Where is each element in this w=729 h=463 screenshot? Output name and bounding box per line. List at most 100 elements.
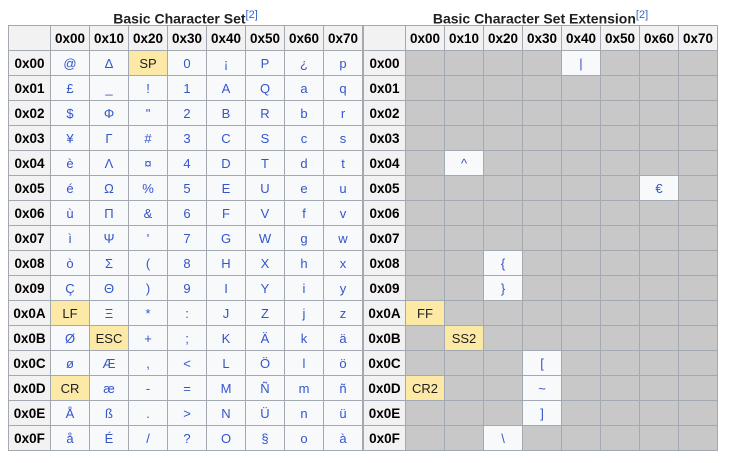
- char-cell: Æ: [89, 350, 129, 376]
- unused-cell: [600, 150, 640, 176]
- unused-cell: [444, 400, 484, 426]
- unused-cell: [444, 50, 484, 76]
- reference-link[interactable]: [2]: [245, 9, 258, 21]
- row-header: 0x06: [363, 200, 406, 226]
- unused-cell: [522, 275, 562, 301]
- char-cell: /: [128, 425, 168, 451]
- char-cell: O: [206, 425, 246, 451]
- row-header: 0x0C: [8, 350, 51, 376]
- char-cell: 9: [167, 275, 207, 301]
- char-cell: É: [89, 425, 129, 451]
- char-cell: J: [206, 300, 246, 326]
- char-cell: z: [323, 300, 363, 326]
- unused-cell: [405, 200, 445, 226]
- unused-cell: [444, 425, 484, 451]
- unused-cell: [561, 400, 601, 426]
- char-cell: f: [284, 200, 324, 226]
- unused-cell: [522, 200, 562, 226]
- char-cell: £: [50, 75, 90, 101]
- unused-cell: [522, 50, 562, 76]
- header-row: 0x00 0x10 0x20 0x30 0x40 0x50 0x60 0x70: [8, 25, 363, 51]
- row-header: 0x00: [8, 50, 51, 76]
- unused-cell: [444, 175, 484, 201]
- row-header: 0x07: [8, 225, 51, 251]
- unused-cell: [561, 125, 601, 151]
- table-row: 0x0F \: [363, 425, 718, 451]
- row-header: 0x03: [363, 125, 406, 151]
- unused-cell: [444, 275, 484, 301]
- table-row: 0x01: [363, 75, 718, 101]
- row-header: 0x08: [363, 250, 406, 276]
- unused-cell: [678, 300, 718, 326]
- char-cell: B: [206, 100, 246, 126]
- char-cell: Θ: [89, 275, 129, 301]
- unused-cell: [600, 300, 640, 326]
- unused-cell: [405, 175, 445, 201]
- table-row: 0x00 @ Δ SP 0 ¡ P ¿ p: [8, 50, 363, 76]
- char-cell: :: [167, 300, 207, 326]
- unused-cell: [639, 50, 679, 76]
- char-cell: #: [128, 125, 168, 151]
- unused-cell: [444, 225, 484, 251]
- char-cell: h: [284, 250, 324, 276]
- unused-cell: [483, 175, 523, 201]
- table-row: 0x08 {: [363, 250, 718, 276]
- char-cell: Ξ: [89, 300, 129, 326]
- char-cell: è: [50, 150, 90, 176]
- char-cell: M: [206, 375, 246, 401]
- unused-cell: [678, 200, 718, 226]
- char-cell: V: [245, 200, 285, 226]
- char-cell: Π: [89, 200, 129, 226]
- unused-cell: [639, 75, 679, 101]
- unused-cell: [444, 300, 484, 326]
- table-row: 0x04 ^: [363, 150, 718, 176]
- table-row: 0x0F å É /? O § o à: [8, 425, 363, 451]
- unused-cell: [483, 125, 523, 151]
- char-cell: 6: [167, 200, 207, 226]
- unused-cell: [483, 75, 523, 101]
- unused-cell: [405, 250, 445, 276]
- char-cell: ^: [444, 150, 484, 176]
- char-cell: €: [639, 175, 679, 201]
- char-cell: T: [245, 150, 285, 176]
- unused-cell: [639, 200, 679, 226]
- unused-cell: [444, 375, 484, 401]
- unused-cell: [600, 225, 640, 251]
- column-header: 0x60: [639, 25, 679, 51]
- table-row: 0x05 €: [363, 175, 718, 201]
- column-header: 0x20: [128, 25, 168, 51]
- char-cell: w: [323, 225, 363, 251]
- unused-cell: [522, 100, 562, 126]
- unused-cell: [639, 275, 679, 301]
- table-row: 0x06: [363, 200, 718, 226]
- char-cell: ~: [522, 375, 562, 401]
- char-cell: ¡: [206, 50, 246, 76]
- unused-cell: [600, 400, 640, 426]
- row-header: 0x07: [363, 225, 406, 251]
- unused-cell: [678, 250, 718, 276]
- unused-cell: [600, 350, 640, 376]
- unused-cell: [444, 350, 484, 376]
- char-cell: p: [323, 50, 363, 76]
- row-header: 0x0D: [8, 375, 51, 401]
- reference-link[interactable]: [2]: [635, 9, 649, 21]
- char-cell: (: [128, 250, 168, 276]
- table-row: 0x00 |: [363, 50, 718, 76]
- row-header: 0x02: [8, 100, 51, 126]
- unused-cell: [678, 425, 718, 451]
- char-cell: ø: [50, 350, 90, 376]
- char-cell: %: [128, 175, 168, 201]
- unused-cell: [639, 125, 679, 151]
- column-header: 0x00: [50, 25, 90, 51]
- unused-cell: [444, 100, 484, 126]
- char-cell: o: [284, 425, 324, 451]
- char-cell: ¥: [50, 125, 90, 151]
- unused-cell: [522, 425, 562, 451]
- char-cell: s: [323, 125, 363, 151]
- char-cell: \: [483, 425, 523, 451]
- control-char-cell: ESC: [89, 325, 129, 351]
